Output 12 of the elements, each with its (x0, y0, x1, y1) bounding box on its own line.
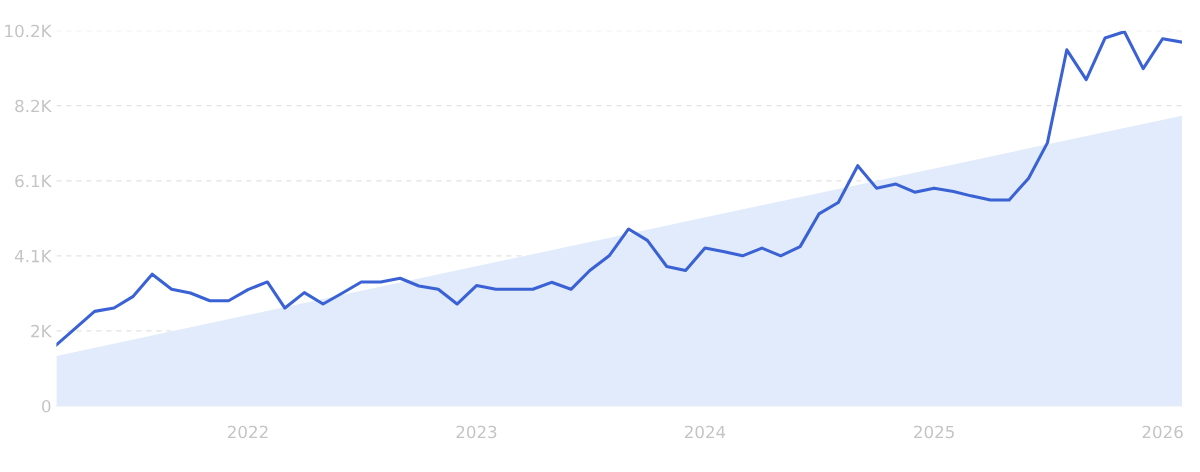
x-tick-label: 2023 (456, 425, 497, 439)
x-tick-label: 2022 (227, 425, 268, 439)
y-tick-label: 6.1K (15, 174, 52, 188)
y-tick-label: 0 (42, 399, 51, 413)
x-tick-label: 2024 (684, 425, 726, 439)
x-tick-label: 2026 (1142, 425, 1183, 439)
y-tick-label: 8.2K (15, 99, 52, 113)
y-tick-label: 10.2K (5, 24, 52, 38)
y-tick-label: 4.1K (14, 250, 52, 263)
line-series (56, 30, 1182, 347)
y-tick-label: 2K (31, 324, 52, 338)
x-tick-label: 2025 (914, 425, 954, 439)
